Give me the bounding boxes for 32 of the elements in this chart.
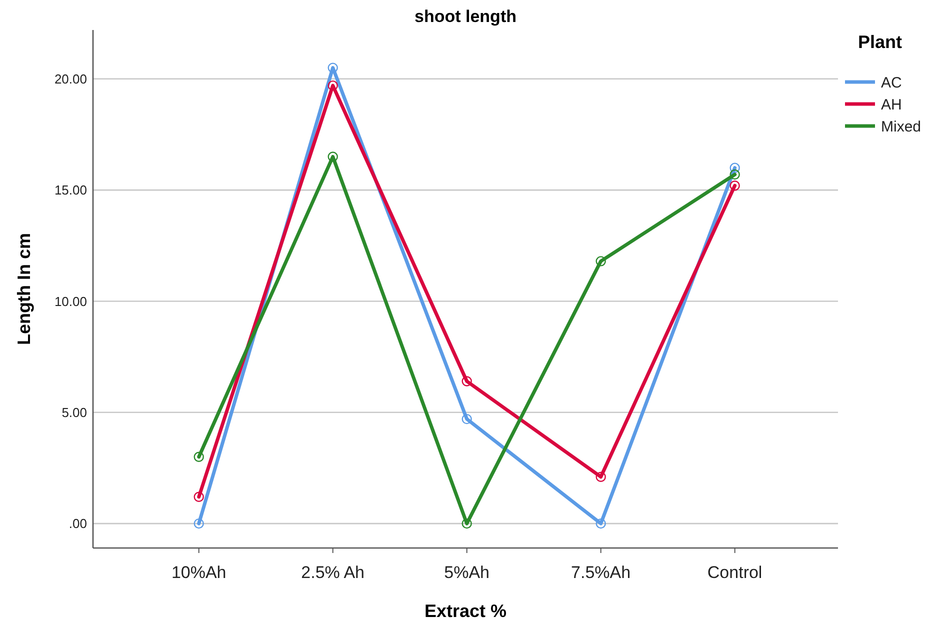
point bbox=[462, 376, 472, 386]
legend-label: AH bbox=[881, 96, 902, 114]
point bbox=[730, 180, 740, 191]
x-axis-title: Extract % bbox=[424, 601, 507, 621]
point bbox=[596, 518, 606, 529]
point bbox=[596, 472, 606, 482]
y-tick-label: 20.00 bbox=[54, 71, 87, 86]
point bbox=[730, 162, 740, 173]
y-tick-label: .00 bbox=[68, 516, 87, 532]
point bbox=[328, 152, 338, 162]
x-tick-label: 5%Ah bbox=[444, 563, 490, 582]
legend-label: AC bbox=[881, 74, 902, 92]
x-tick-label: 10%Ah bbox=[171, 563, 226, 582]
point bbox=[730, 169, 740, 180]
x-tick-label: 7.5%Ah bbox=[571, 563, 631, 582]
point bbox=[328, 80, 338, 91]
y-axis-title: Length In cm bbox=[14, 233, 34, 345]
y-tick-label: 10.00 bbox=[54, 294, 87, 309]
x-tick-label: 2.5% Ah bbox=[301, 563, 365, 582]
point bbox=[194, 518, 204, 529]
chart-title: shoot length bbox=[414, 7, 516, 26]
x-tick-label: Control bbox=[707, 563, 762, 582]
legend-label: Mixed bbox=[881, 118, 922, 136]
y-tick-label: 15.00 bbox=[54, 182, 87, 198]
legend-title: Plant bbox=[858, 32, 902, 52]
point bbox=[328, 62, 338, 73]
point bbox=[462, 518, 472, 529]
point bbox=[462, 414, 472, 424]
point bbox=[194, 492, 204, 502]
point bbox=[596, 256, 606, 266]
y-tick-label: 5.00 bbox=[62, 404, 87, 420]
point bbox=[194, 452, 204, 462]
